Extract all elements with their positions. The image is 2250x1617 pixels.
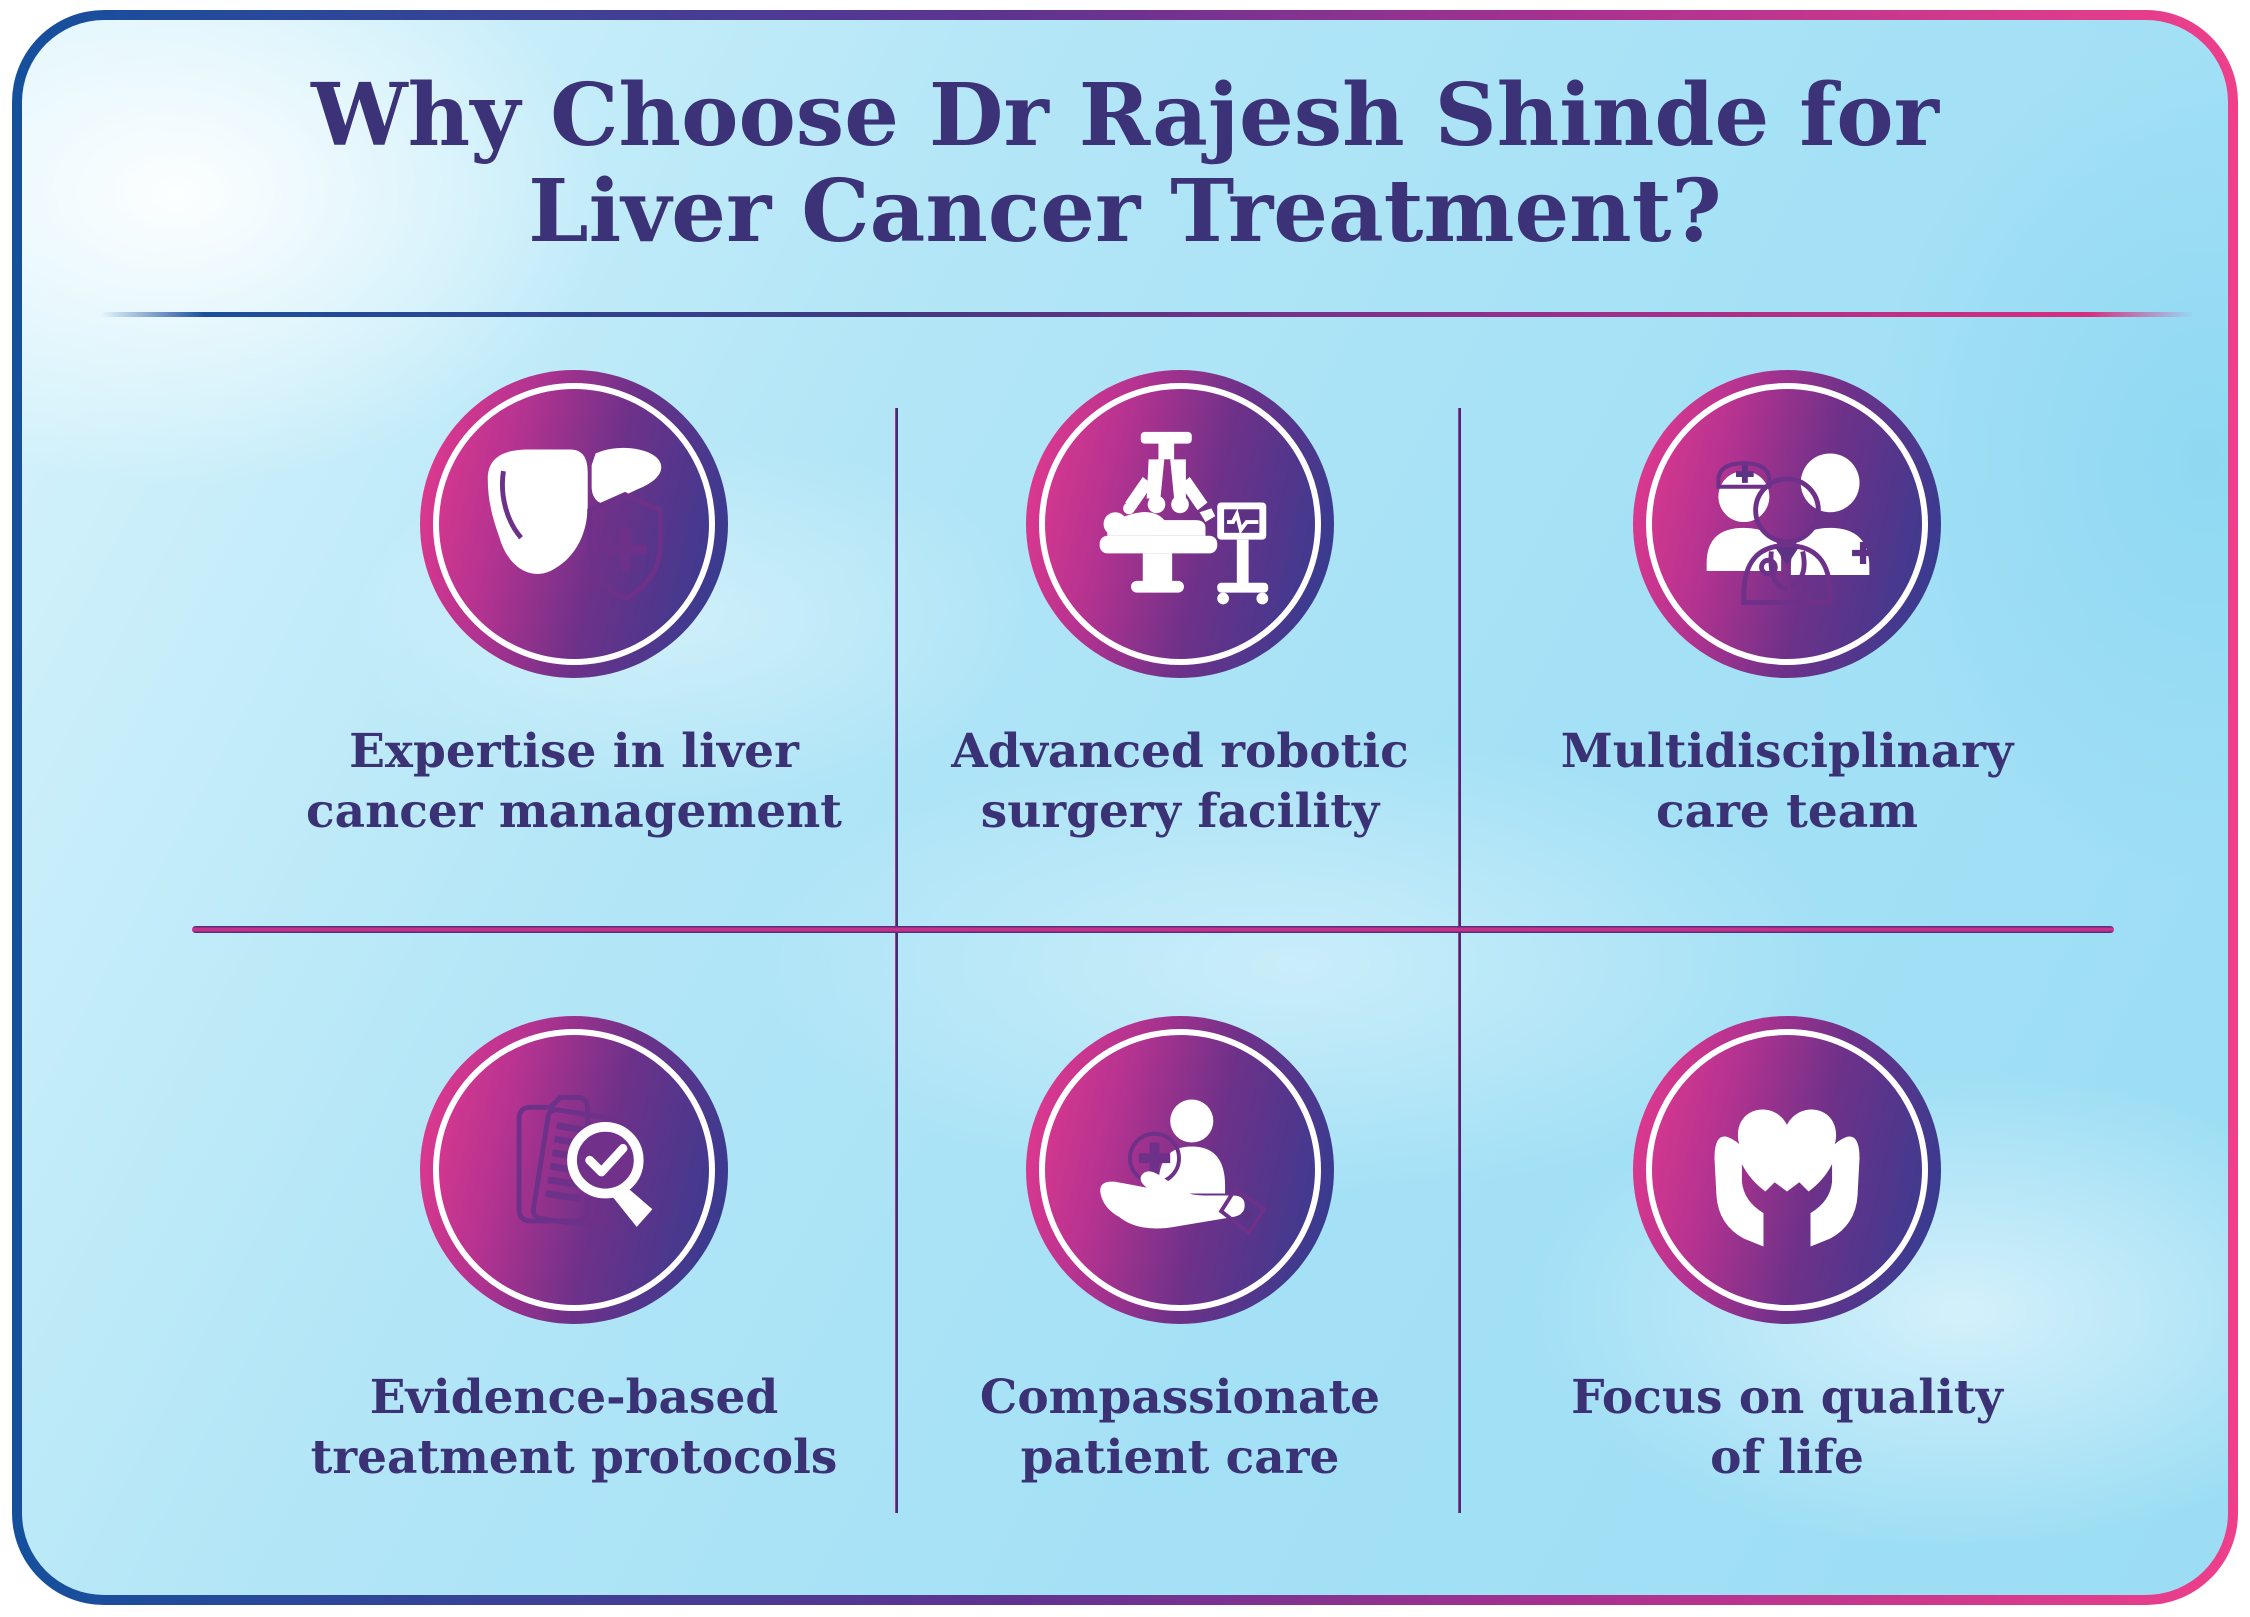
feature-label-line: Advanced robotic bbox=[951, 724, 1409, 779]
feature-label-line: care team bbox=[1656, 784, 1918, 839]
page-title-line-1: Why Choose Dr Rajesh Shinde for bbox=[311, 65, 1939, 166]
feature-label: Multidisciplinary care team bbox=[1561, 722, 2014, 842]
vertical-divider-right bbox=[1458, 408, 1461, 1513]
feature-label-line: Multidisciplinary bbox=[1560, 724, 2014, 779]
feature-label-line: Focus on quality bbox=[1571, 1370, 2003, 1425]
feature-quality-of-life: Focus on quality of life bbox=[1497, 1016, 2077, 1488]
feature-label-line: cancer management bbox=[306, 784, 842, 839]
icon-badge bbox=[420, 370, 728, 678]
icon-badge bbox=[1026, 370, 1334, 678]
horizontal-divider bbox=[192, 926, 2114, 933]
feature-label: Focus on quality of life bbox=[1571, 1368, 2003, 1488]
care-team-icon bbox=[1706, 453, 1875, 605]
feature-label-line: of life bbox=[1710, 1430, 1864, 1485]
feature-compassionate-care: Compassionate patient care bbox=[890, 1016, 1470, 1488]
feature-label: Evidence-based treatment protocols bbox=[311, 1368, 838, 1488]
card-frame: Why Choose Dr Rajesh Shinde for Liver Ca… bbox=[12, 10, 2238, 1605]
feature-expertise: Expertise in liver cancer management bbox=[284, 370, 864, 842]
feature-label: Compassionate patient care bbox=[980, 1368, 1380, 1488]
feature-robotic-surgery: Advanced robotic surgery facility bbox=[890, 370, 1470, 842]
feature-label-line: patient care bbox=[1020, 1430, 1340, 1485]
feature-label: Advanced robotic surgery facility bbox=[951, 722, 1409, 842]
patient-care-icon bbox=[1100, 1099, 1267, 1236]
page-title-line-2: Liver Cancer Treatment? bbox=[528, 161, 1722, 262]
feature-label-line: Compassionate bbox=[979, 1370, 1381, 1425]
feature-label-line: surgery facility bbox=[980, 784, 1380, 839]
icon-badge bbox=[1633, 1016, 1941, 1324]
hands-heart-icon bbox=[1714, 1109, 1860, 1247]
feature-label-line: Evidence-based bbox=[369, 1370, 779, 1425]
feature-label: Expertise in liver cancer management bbox=[306, 722, 842, 842]
icon-badge bbox=[1026, 1016, 1334, 1324]
vertical-divider-left bbox=[895, 408, 898, 1513]
icon-badge bbox=[420, 1016, 728, 1324]
infographic-card: Why Choose Dr Rajesh Shinde for Liver Ca… bbox=[22, 20, 2228, 1595]
icon-badge bbox=[1633, 370, 1941, 678]
page-title: Why Choose Dr Rajesh Shinde for Liver Ca… bbox=[22, 68, 2228, 260]
feature-label-line: Expertise in liver bbox=[349, 724, 799, 779]
title-divider bbox=[100, 312, 2194, 317]
feature-label-line: treatment protocols bbox=[310, 1430, 838, 1485]
evidence-checklist-icon bbox=[516, 1095, 653, 1230]
liver-shield-icon bbox=[487, 447, 663, 602]
feature-care-team: Multidisciplinary care team bbox=[1497, 370, 2077, 842]
feature-evidence-protocols: Evidence-based treatment protocols bbox=[284, 1016, 864, 1488]
robotic-surgery-icon bbox=[1099, 431, 1269, 605]
